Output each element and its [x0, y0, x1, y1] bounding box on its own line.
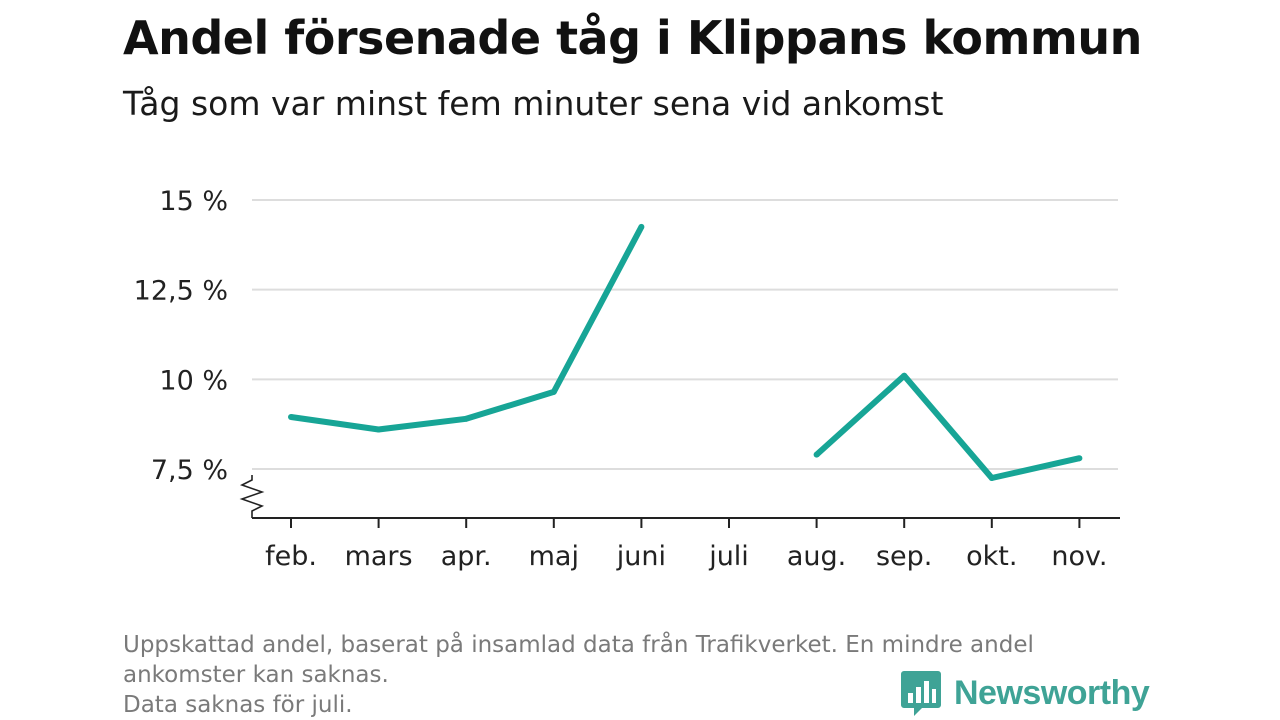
x-tick-label: juni: [616, 541, 666, 572]
y-tick-label: 10 %: [159, 365, 228, 396]
x-tick-label: apr.: [441, 541, 492, 572]
data-point: [550, 388, 557, 395]
line-chart: 7,5 % 10 % 12,5 % 15 % feb. mars apr. maj juni j…: [134, 186, 1120, 572]
y-tick-label: 12,5 %: [134, 276, 228, 307]
series-line-segment: [814, 372, 1081, 481]
footnote-line-1: Uppskattad andel, baserat på insamlad da…: [123, 632, 1034, 658]
newsworthy-logo: Newsworthy: [900, 669, 1150, 717]
data-point: [988, 474, 995, 481]
chart-subtitle: Tåg som var minst fem minuter sena vid a…: [123, 84, 944, 123]
x-tick-label: aug.: [787, 541, 846, 572]
x-tick-label: feb.: [265, 541, 317, 572]
x-tick-label: juli: [708, 541, 749, 572]
axis-break-symbol: [239, 475, 265, 518]
footnote-line-3: Data saknas för juli.: [123, 692, 353, 718]
data-point: [638, 223, 645, 230]
data-point: [375, 426, 382, 433]
x-tick-label: okt.: [966, 541, 1017, 572]
bar-chart-speech-bubble-icon: [901, 671, 941, 716]
data-point: [813, 451, 820, 458]
data-point: [463, 415, 470, 422]
x-tick-label: mars: [345, 541, 413, 572]
x-axis: [239, 475, 1120, 528]
y-tick-label: 7,5 %: [151, 455, 228, 486]
x-tick-label: maj: [529, 541, 579, 572]
x-tick-label: nov.: [1051, 541, 1107, 572]
footnote-line-2: ankomster kan saknas.: [123, 662, 389, 688]
logo-text: Newsworthy: [954, 673, 1150, 712]
data-point: [901, 372, 908, 379]
data-point: [288, 413, 294, 420]
data-point: [1076, 455, 1083, 462]
chart-title: Andel försenade tåg i Klippans kommun: [123, 11, 1142, 65]
gridlines: [252, 199, 1118, 470]
x-axis-tick-labels: feb. mars apr. maj juni juli aug. sep. okt. nov.: [265, 541, 1107, 572]
y-axis-tick-labels: 7,5 % 10 % 12,5 % 15 %: [134, 186, 228, 486]
y-tick-label: 15 %: [159, 186, 228, 217]
series-lines: [288, 223, 1083, 481]
series-line-segment: [290, 225, 645, 433]
x-tick-label: sep.: [876, 541, 932, 572]
footnote: Uppskattad andel, baserat på insamlad da…: [123, 630, 1163, 720]
